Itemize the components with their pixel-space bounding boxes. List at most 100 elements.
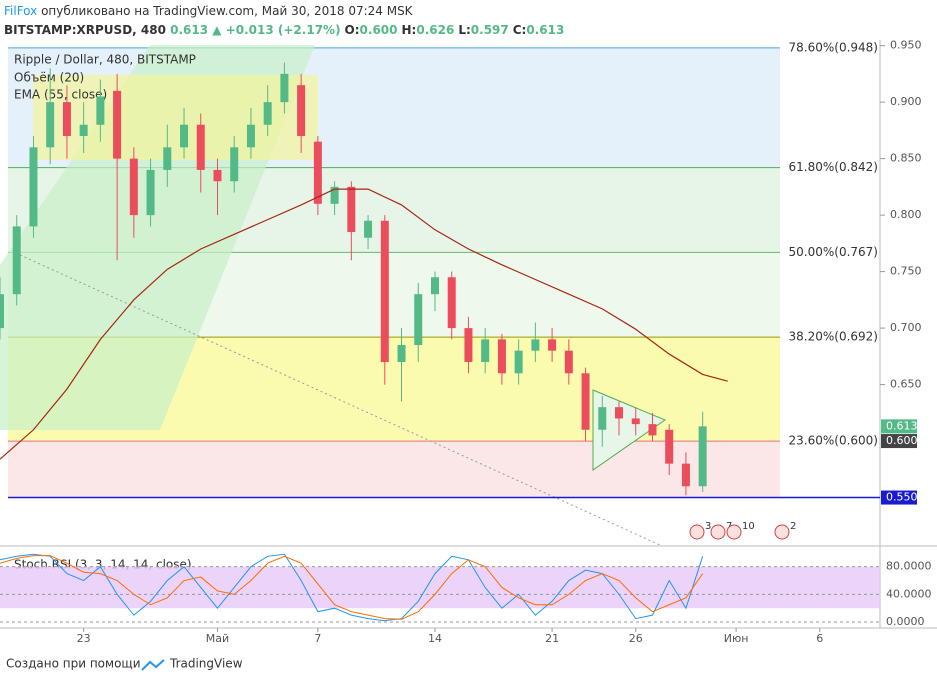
legend-volume: Объём (20) bbox=[14, 71, 84, 85]
candle-body bbox=[698, 426, 707, 487]
candle-body bbox=[12, 226, 21, 295]
trend-line bbox=[19, 254, 661, 546]
rsi-tick-label: 40.0000 bbox=[886, 587, 932, 600]
header: FilFox опубликовано на TradingView.com, … bbox=[4, 4, 414, 18]
price: 0.613 bbox=[170, 23, 208, 37]
candle-body bbox=[246, 124, 255, 148]
candle-body bbox=[347, 186, 356, 233]
event-icon bbox=[689, 524, 705, 540]
fib-zone bbox=[8, 441, 780, 498]
footer-brand[interactable]: TradingView bbox=[169, 657, 243, 671]
x-tick-label: 7 bbox=[314, 632, 321, 645]
candle-body bbox=[598, 407, 607, 430]
event-icon bbox=[710, 524, 726, 540]
price-tag-label: 0.550 bbox=[886, 491, 918, 504]
x-tick-label: 26 bbox=[629, 632, 643, 645]
y-tick-label: 0.750 bbox=[890, 265, 922, 278]
candle-body bbox=[430, 277, 439, 295]
candle-body bbox=[364, 220, 373, 238]
candle-body bbox=[46, 102, 55, 148]
candle-body bbox=[665, 429, 674, 464]
candle-body bbox=[163, 147, 172, 170]
fib-label: 61.80%(0.842) bbox=[789, 160, 878, 174]
candle-body bbox=[29, 147, 38, 227]
y-tick-label: 0.700 bbox=[890, 321, 922, 334]
candle-body bbox=[447, 277, 456, 329]
price-tag-label: 0.613 bbox=[886, 419, 918, 432]
candle-body bbox=[129, 158, 138, 216]
candle-body bbox=[464, 328, 473, 362]
y-tick-label: 0.950 bbox=[890, 39, 922, 52]
ema-line bbox=[0, 188, 728, 460]
y-tick-label: 0.900 bbox=[890, 95, 922, 108]
candle-body bbox=[531, 339, 540, 351]
rsi-line bbox=[0, 553, 704, 622]
candle-body bbox=[213, 169, 222, 182]
candle-body bbox=[564, 350, 573, 374]
ohlc-value: 0.597 bbox=[471, 23, 509, 37]
author: FilFox bbox=[4, 4, 37, 18]
candle-body bbox=[414, 294, 423, 346]
candle-body bbox=[96, 96, 105, 125]
x-tick-label: 21 bbox=[545, 632, 559, 645]
ohlc-key: L: bbox=[458, 23, 470, 37]
candle-body bbox=[280, 73, 289, 103]
candle-body bbox=[397, 345, 406, 362]
event-label: 2 bbox=[790, 521, 796, 532]
price-tag bbox=[881, 419, 917, 434]
change: +0.013 (+2.17%) bbox=[226, 23, 341, 37]
event-icon bbox=[774, 524, 790, 540]
y-tick-label: 0.850 bbox=[890, 152, 922, 165]
fib-label: 23.60%(0.600) bbox=[789, 434, 878, 448]
x-tick-label: Июн bbox=[724, 632, 749, 645]
candle-body bbox=[263, 102, 272, 125]
candle-body bbox=[313, 141, 322, 204]
rsi-line bbox=[0, 555, 704, 620]
x-tick-label: 6 bbox=[816, 632, 823, 645]
ohlc-key: H: bbox=[402, 23, 417, 37]
ohlc-value: 0.626 bbox=[416, 23, 454, 37]
event-icon bbox=[726, 524, 742, 540]
legend-ema: EMA (55, close) bbox=[14, 88, 107, 102]
candle-body bbox=[230, 147, 239, 182]
triangle bbox=[592, 389, 667, 471]
price-tag bbox=[881, 490, 917, 505]
candle-body bbox=[297, 85, 306, 137]
fib-label: 38.20%(0.692) bbox=[789, 330, 878, 344]
candle-body bbox=[581, 373, 590, 430]
ohlc-key: C: bbox=[513, 23, 527, 37]
x-tick-label: Май bbox=[206, 632, 229, 645]
candle-body bbox=[648, 424, 657, 436]
candle-body bbox=[330, 186, 339, 204]
ohlc-key: O: bbox=[345, 23, 360, 37]
candle-body bbox=[681, 463, 690, 487]
x-tick-label: 23 bbox=[77, 632, 91, 645]
candle-body bbox=[615, 407, 624, 419]
candle-body bbox=[631, 418, 640, 425]
candle-body bbox=[146, 169, 155, 216]
published: опубликовано на TradingView.com, Май 30,… bbox=[41, 4, 414, 18]
rsi-tick-label: 0.0000 bbox=[886, 615, 925, 628]
y-tick-label: 0.800 bbox=[890, 208, 922, 221]
candle-body bbox=[514, 350, 523, 374]
symbol: BITSTAMP:XRPUSD, 480 bbox=[4, 23, 166, 37]
price-tag bbox=[881, 434, 917, 449]
fib-label: 50.00%(0.767) bbox=[789, 245, 878, 259]
candle-body bbox=[79, 124, 88, 137]
price-tag-label: 0.600 bbox=[886, 434, 918, 447]
ohlc-value: 0.613 bbox=[526, 23, 564, 37]
candle-body bbox=[196, 124, 205, 170]
ohlc-value: 0.600 bbox=[360, 23, 398, 37]
footer-text: Создано при помощи bbox=[6, 657, 141, 671]
candle-body bbox=[548, 339, 557, 351]
candle-body bbox=[113, 90, 122, 159]
quote: BITSTAMP:XRPUSD, 480 0.613 ▲ +0.013 (+2.… bbox=[4, 23, 564, 37]
candle-body bbox=[0, 294, 4, 329]
candle-body bbox=[380, 220, 389, 362]
event-label: 10 bbox=[742, 521, 755, 532]
y-tick-label: 0.650 bbox=[890, 378, 922, 391]
candle-body bbox=[180, 124, 189, 148]
candle-body bbox=[62, 102, 71, 137]
event-label: 3 bbox=[705, 521, 711, 532]
